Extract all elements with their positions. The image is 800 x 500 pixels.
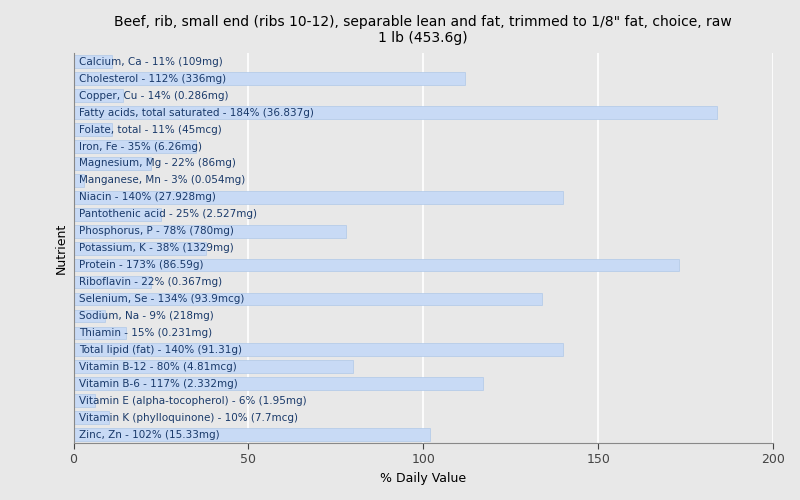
Text: Selenium, Se - 134% (93.9mcg): Selenium, Se - 134% (93.9mcg) [79,294,244,304]
Bar [74,259,678,272]
Text: Protein - 173% (86.59g): Protein - 173% (86.59g) [79,260,203,270]
Text: Sodium, Na - 9% (218mg): Sodium, Na - 9% (218mg) [79,311,214,321]
Text: Zinc, Zn - 102% (15.33mg): Zinc, Zn - 102% (15.33mg) [79,430,219,440]
Bar [74,72,466,85]
Bar [74,292,542,306]
Text: Vitamin E (alpha-tocopherol) - 6% (1.95mg): Vitamin E (alpha-tocopherol) - 6% (1.95m… [79,396,306,406]
Text: Copper, Cu - 14% (0.286mg): Copper, Cu - 14% (0.286mg) [79,90,228,101]
Bar [74,225,346,237]
Text: Phosphorus, P - 78% (780mg): Phosphorus, P - 78% (780mg) [79,226,234,236]
Bar [74,90,122,102]
Bar [74,242,206,254]
Text: Manganese, Mn - 3% (0.054mg): Manganese, Mn - 3% (0.054mg) [79,176,245,186]
Bar [74,326,126,339]
Text: Total lipid (fat) - 140% (91.31g): Total lipid (fat) - 140% (91.31g) [79,345,242,355]
Text: Vitamin B-12 - 80% (4.81mcg): Vitamin B-12 - 80% (4.81mcg) [79,362,237,372]
Text: Folate, total - 11% (45mcg): Folate, total - 11% (45mcg) [79,124,222,134]
Bar [74,360,354,373]
Text: Calcium, Ca - 11% (109mg): Calcium, Ca - 11% (109mg) [79,57,222,67]
Bar [74,106,717,119]
Bar [74,344,563,356]
Bar [74,394,94,407]
Bar [74,276,150,288]
Text: Vitamin K (phylloquinone) - 10% (7.7mcg): Vitamin K (phylloquinone) - 10% (7.7mcg) [79,412,298,422]
Text: Vitamin B-6 - 117% (2.332mg): Vitamin B-6 - 117% (2.332mg) [79,378,238,388]
Bar [74,157,150,170]
Text: Magnesium, Mg - 22% (86mg): Magnesium, Mg - 22% (86mg) [79,158,236,168]
Text: Thiamin - 15% (0.231mg): Thiamin - 15% (0.231mg) [79,328,212,338]
Bar [74,123,112,136]
Text: Iron, Fe - 35% (6.26mg): Iron, Fe - 35% (6.26mg) [79,142,202,152]
Title: Beef, rib, small end (ribs 10-12), separable lean and fat, trimmed to 1/8" fat, : Beef, rib, small end (ribs 10-12), separ… [114,15,732,45]
Text: Riboflavin - 22% (0.367mg): Riboflavin - 22% (0.367mg) [79,277,222,287]
Bar [74,428,430,441]
Bar [74,310,105,322]
Bar [74,174,84,186]
Y-axis label: Nutrient: Nutrient [55,222,68,274]
Text: Cholesterol - 112% (336mg): Cholesterol - 112% (336mg) [79,74,226,84]
Bar [74,140,196,153]
Bar [74,56,112,68]
Text: Niacin - 140% (27.928mg): Niacin - 140% (27.928mg) [79,192,216,202]
Bar [74,208,161,220]
Bar [74,191,563,203]
X-axis label: % Daily Value: % Daily Value [380,472,466,485]
Text: Potassium, K - 38% (1329mg): Potassium, K - 38% (1329mg) [79,243,234,253]
Text: Fatty acids, total saturated - 184% (36.837g): Fatty acids, total saturated - 184% (36.… [79,108,314,118]
Bar [74,378,482,390]
Bar [74,412,109,424]
Text: Pantothenic acid - 25% (2.527mg): Pantothenic acid - 25% (2.527mg) [79,210,257,220]
